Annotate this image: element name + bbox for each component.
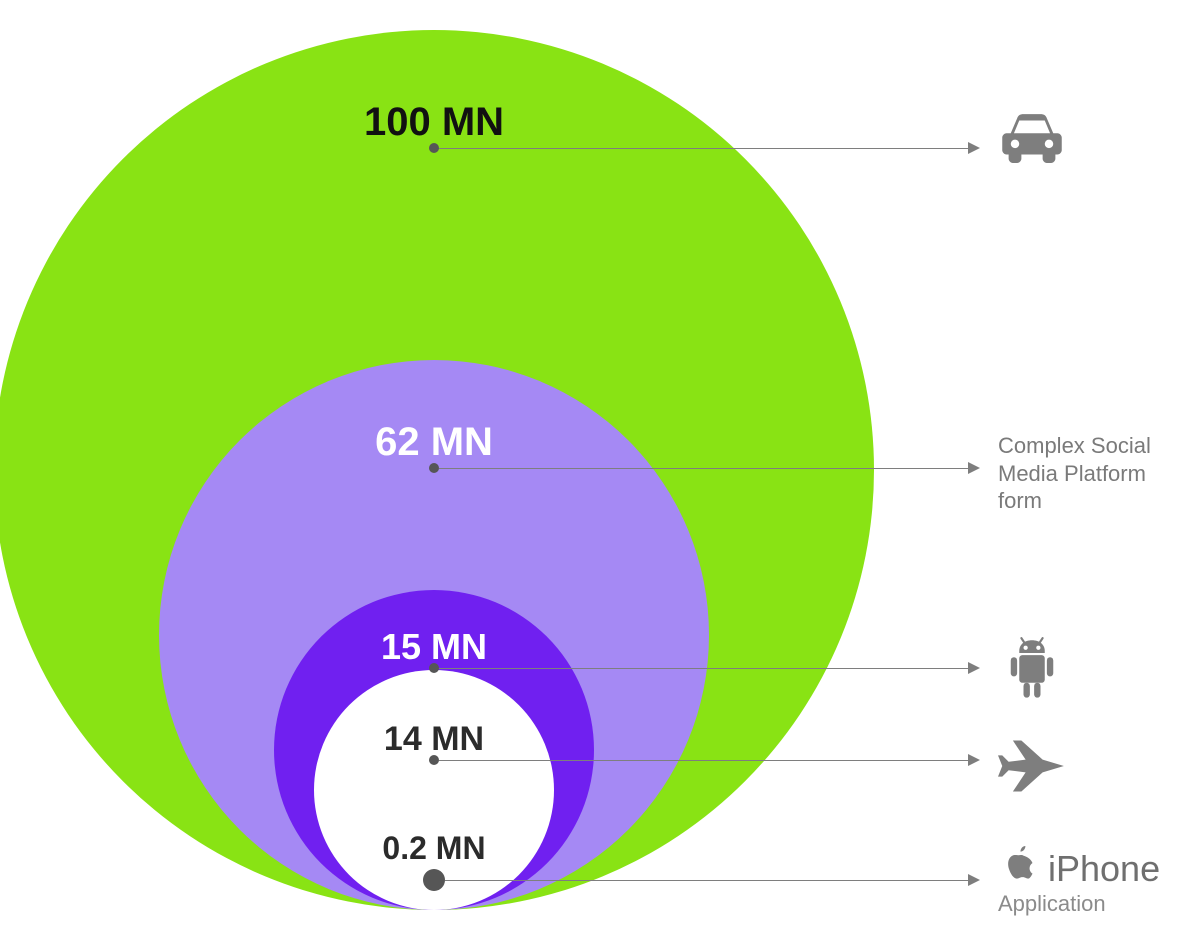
- arrowhead-icon: [968, 874, 980, 886]
- leader-dot: [429, 663, 439, 673]
- leader-dot: [429, 143, 439, 153]
- legend-item: Complex Social Media Platform form: [998, 432, 1151, 515]
- value-label: 14 MN: [384, 720, 484, 759]
- leader-line: [439, 468, 968, 469]
- apple-icon: [998, 846, 1038, 891]
- value-label: 0.2 MN: [382, 830, 485, 867]
- leader-dot: [429, 755, 439, 765]
- leader-line: [445, 880, 968, 881]
- android-icon: [998, 691, 1066, 708]
- value-label: 100 MN: [364, 100, 504, 145]
- leader-dot: [429, 463, 439, 473]
- leader-dot: [423, 869, 445, 891]
- leader-line: [439, 760, 968, 761]
- legend-title: iPhone: [1048, 848, 1160, 890]
- nested-circle-chart: 100 MN 62 MN Complex Social Media Platfor…: [0, 0, 1200, 947]
- value-label: 62 MN: [375, 420, 493, 465]
- legend-text: Complex Social Media Platform form: [998, 432, 1151, 515]
- leader-line: [439, 668, 968, 669]
- legend-item: [998, 636, 1066, 709]
- arrowhead-icon: [968, 662, 980, 674]
- value-label: 15 MN: [381, 626, 487, 668]
- car-icon: [998, 150, 1066, 167]
- legend-item: [998, 732, 1066, 805]
- legend-item: iPhoneApplication: [998, 846, 1160, 917]
- legend-item: [998, 112, 1066, 168]
- legend-subtitle: Application: [998, 891, 1160, 917]
- arrowhead-icon: [968, 462, 980, 474]
- arrowhead-icon: [968, 754, 980, 766]
- arrowhead-icon: [968, 142, 980, 154]
- leader-line: [439, 148, 968, 149]
- plane-icon: [998, 787, 1066, 804]
